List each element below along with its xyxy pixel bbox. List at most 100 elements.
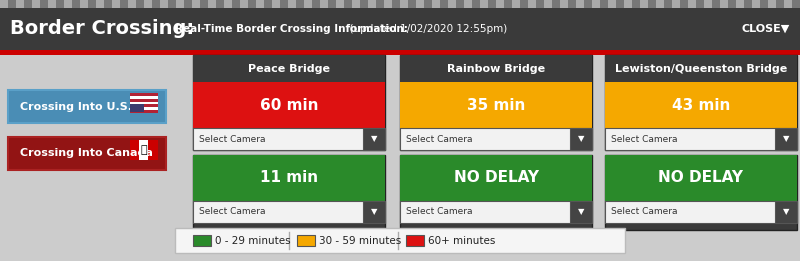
Text: Crossing Into U.S.A.: Crossing Into U.S.A. <box>20 102 145 111</box>
Bar <box>400 155 592 230</box>
Bar <box>298 235 315 246</box>
Bar <box>72 0 80 8</box>
Bar <box>432 0 440 8</box>
Bar <box>552 0 560 8</box>
Text: Select Camera: Select Camera <box>199 134 266 144</box>
Bar <box>456 0 464 8</box>
Bar <box>130 96 158 99</box>
Bar <box>576 0 584 8</box>
Bar <box>472 0 480 8</box>
Bar <box>488 0 496 8</box>
Text: Crossing Into Canada: Crossing Into Canada <box>20 149 153 158</box>
Bar <box>96 0 104 8</box>
Bar <box>352 0 360 8</box>
Bar <box>775 128 797 150</box>
Bar <box>384 0 392 8</box>
Bar <box>363 128 385 150</box>
Bar <box>416 0 424 8</box>
Bar <box>193 235 211 246</box>
Bar <box>536 0 544 8</box>
Bar <box>760 0 768 8</box>
Bar <box>193 155 385 201</box>
Bar <box>544 0 552 8</box>
Bar <box>584 0 592 8</box>
Bar <box>520 0 528 8</box>
Bar <box>672 0 680 8</box>
Bar <box>728 0 736 8</box>
Bar <box>560 0 568 8</box>
Bar <box>696 0 704 8</box>
Bar <box>144 0 152 8</box>
Bar <box>720 0 728 8</box>
Text: Peace Bridge: Peace Bridge <box>248 63 330 74</box>
Bar <box>130 107 158 110</box>
Bar <box>680 0 688 8</box>
Text: ▼: ▼ <box>782 134 790 144</box>
Bar <box>256 0 264 8</box>
Bar <box>176 0 184 8</box>
Bar <box>605 55 797 82</box>
Bar <box>496 0 504 8</box>
Bar <box>56 0 64 8</box>
Bar <box>112 0 120 8</box>
Bar <box>736 0 744 8</box>
Bar <box>368 0 376 8</box>
Text: 11 min: 11 min <box>260 170 318 186</box>
Text: Select Camera: Select Camera <box>199 207 266 217</box>
Text: ▼: ▼ <box>578 207 584 217</box>
Bar <box>512 0 520 8</box>
Text: ▼: ▼ <box>782 207 790 217</box>
Bar <box>40 0 48 8</box>
Bar <box>400 155 592 201</box>
Bar <box>776 0 784 8</box>
Bar <box>8 90 166 123</box>
Bar <box>130 104 158 107</box>
Bar <box>600 0 608 8</box>
Text: ▼: ▼ <box>578 134 584 144</box>
Bar <box>400 55 592 150</box>
Bar <box>376 0 384 8</box>
Bar <box>184 0 192 8</box>
Text: (updated 1/02/2020 12:55pm): (updated 1/02/2020 12:55pm) <box>343 24 507 34</box>
Bar <box>744 0 752 8</box>
Bar <box>0 50 800 55</box>
Bar <box>139 140 148 160</box>
Bar <box>656 0 664 8</box>
Bar <box>336 0 344 8</box>
Text: 60+ minutes: 60+ minutes <box>428 235 495 246</box>
Bar <box>232 0 240 8</box>
Text: ▼: ▼ <box>370 134 378 144</box>
Bar <box>24 0 32 8</box>
Bar <box>752 0 760 8</box>
Bar <box>632 0 640 8</box>
Bar <box>568 0 576 8</box>
Text: 35 min: 35 min <box>467 98 525 112</box>
Bar <box>448 0 456 8</box>
Bar <box>193 128 385 150</box>
Bar <box>120 0 128 8</box>
Bar <box>605 55 797 150</box>
Text: 0 - 29 minutes: 0 - 29 minutes <box>215 235 290 246</box>
Bar <box>152 0 160 8</box>
Bar <box>605 201 797 223</box>
Bar <box>784 0 792 8</box>
Bar <box>193 82 385 128</box>
Bar <box>400 82 592 128</box>
Text: Real-Time Border Crossing Information:: Real-Time Border Crossing Information: <box>175 24 408 34</box>
Bar <box>712 0 720 8</box>
Bar <box>312 0 320 8</box>
Bar <box>32 0 40 8</box>
Bar <box>130 140 158 160</box>
Bar <box>200 0 208 8</box>
Bar <box>130 110 158 113</box>
Bar <box>504 0 512 8</box>
Bar <box>0 0 8 8</box>
Text: Select Camera: Select Camera <box>611 207 678 217</box>
Bar <box>104 0 112 8</box>
Bar <box>688 0 696 8</box>
Bar <box>608 0 616 8</box>
Bar <box>160 0 168 8</box>
Bar <box>192 0 200 8</box>
Bar <box>0 8 800 50</box>
Bar <box>288 0 296 8</box>
